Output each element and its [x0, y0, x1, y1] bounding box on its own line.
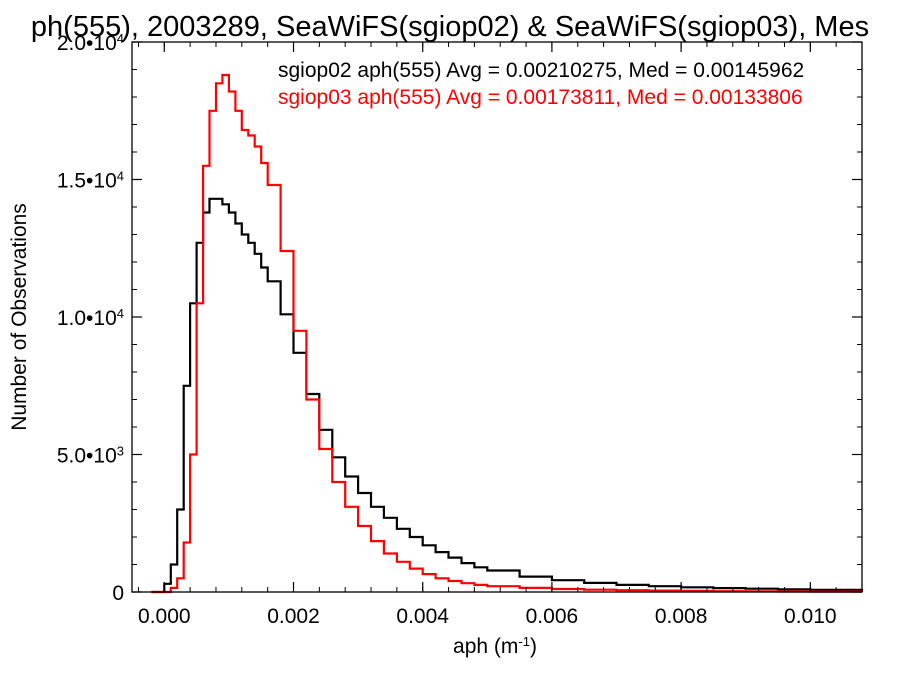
y-axis: 0 5.0•103 1.0•104 1.5•104 2.0•104 — [57, 31, 862, 605]
y-tick-label: 2.0•104 — [57, 31, 124, 56]
series-2-line — [151, 73, 864, 594]
x-tick-label: 0.000 — [138, 605, 191, 628]
x-tick-label: 0.008 — [655, 605, 708, 628]
y-tick-label: 5.0•103 — [57, 443, 124, 468]
legend: sgiop02 aph(555) Avg = 0.00210275, Med =… — [278, 59, 804, 109]
x-axis-label-close: ) — [530, 635, 537, 658]
x-tick-label: 0.006 — [526, 605, 579, 628]
legend-entry-sgiop02: sgiop02 aph(555) Avg = 0.00210275, Med =… — [278, 59, 804, 82]
y-tick-label: 1.5•104 — [57, 168, 124, 193]
x-tick-label: 0.010 — [784, 605, 837, 628]
x-axis-label: aph (m-1) — [453, 634, 537, 659]
x-axis-label-exponent: -1 — [518, 634, 530, 649]
y-axis-label: Number of Observations — [8, 203, 31, 431]
legend-entry-sgiop03: sgiop03 aph(555) Avg = 0.00173811, Med =… — [278, 86, 803, 109]
chart-title: ph(555), 2003289, SeaWiFS(sgiop02) & Sea… — [31, 11, 869, 43]
plot-series — [151, 73, 864, 594]
series-1-line — [151, 197, 864, 594]
x-axis: 0.000 0.002 0.004 0.006 0.008 0.010 — [137, 42, 863, 628]
x-tick-label: 0.002 — [267, 605, 320, 628]
y-tick-label: 0 — [112, 582, 124, 605]
y-tick-label: 1.0•104 — [57, 306, 124, 331]
x-tick-label: 0.004 — [396, 605, 449, 628]
